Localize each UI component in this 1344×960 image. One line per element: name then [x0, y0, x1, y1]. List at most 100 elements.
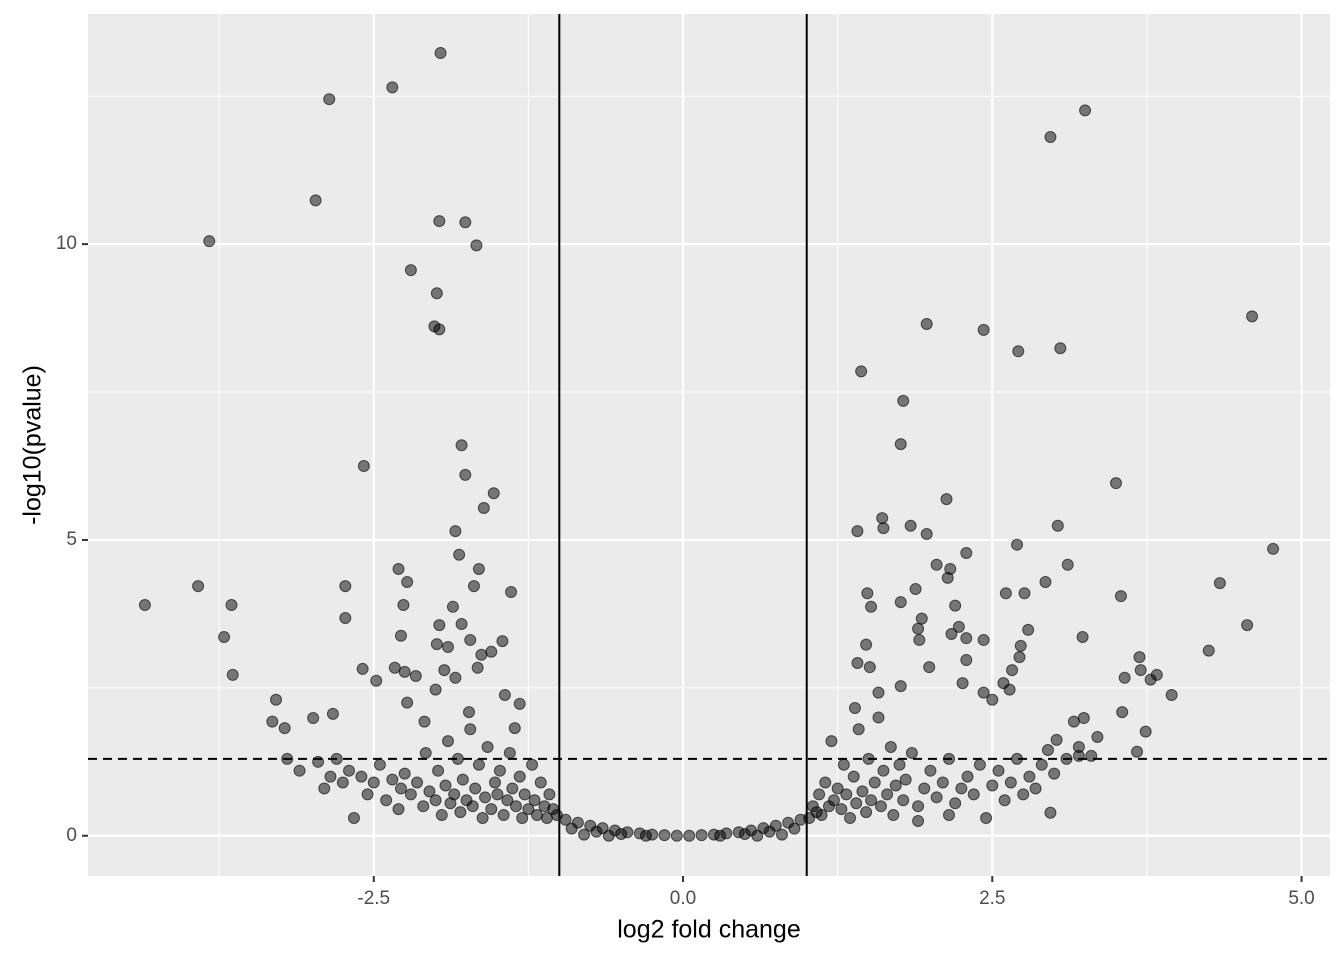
point: [138, 599, 151, 612]
point: [920, 528, 933, 541]
point: [952, 620, 965, 633]
point: [1006, 664, 1019, 677]
point: [1023, 770, 1036, 783]
point: [949, 797, 962, 810]
point: [386, 81, 399, 94]
point: [897, 394, 910, 407]
point: [1022, 623, 1035, 636]
point: [423, 785, 436, 798]
point: [1091, 730, 1104, 743]
point: [472, 562, 485, 575]
point: [1067, 715, 1080, 728]
point: [940, 493, 953, 506]
point: [347, 812, 360, 825]
point: [439, 779, 452, 792]
point: [865, 794, 878, 807]
point: [477, 502, 490, 515]
point: [639, 829, 652, 842]
point: [904, 519, 917, 532]
point: [434, 47, 447, 60]
point: [819, 776, 832, 789]
point: [1109, 477, 1122, 490]
point: [433, 619, 446, 632]
point: [411, 776, 424, 789]
point: [1165, 688, 1178, 701]
point: [1061, 558, 1074, 571]
point: [881, 788, 894, 801]
point: [454, 806, 467, 819]
point: [998, 794, 1011, 807]
point: [404, 788, 417, 801]
point: [977, 633, 990, 646]
point: [1139, 725, 1152, 738]
point: [1035, 758, 1048, 771]
point: [534, 776, 547, 789]
point: [1131, 745, 1144, 758]
point: [1018, 587, 1031, 600]
point: [1051, 519, 1064, 532]
point: [225, 599, 238, 612]
point: [506, 782, 519, 795]
point: [889, 779, 902, 792]
point: [615, 827, 628, 840]
point: [485, 645, 498, 658]
point: [905, 746, 918, 759]
point: [1246, 310, 1259, 323]
point: [986, 779, 999, 792]
point: [326, 707, 339, 720]
point: [695, 829, 708, 842]
point: [493, 764, 506, 777]
point: [394, 629, 407, 642]
point: [441, 735, 454, 748]
point: [923, 661, 936, 674]
point: [1144, 673, 1157, 686]
point: [448, 788, 461, 801]
y-axis-title: -log10(pvalue): [19, 365, 47, 525]
point: [475, 648, 488, 661]
point: [218, 630, 231, 643]
point: [1079, 104, 1092, 117]
point: [960, 654, 973, 667]
point: [336, 776, 349, 789]
point: [226, 668, 239, 681]
point: [397, 599, 410, 612]
point: [433, 215, 446, 228]
point: [738, 827, 751, 840]
point: [894, 596, 907, 609]
point: [860, 638, 873, 651]
point: [872, 686, 885, 699]
point: [831, 782, 844, 795]
point: [992, 764, 1005, 777]
point: [455, 439, 468, 452]
point: [863, 661, 876, 674]
point: [874, 800, 887, 813]
point: [658, 829, 671, 842]
point: [967, 788, 980, 801]
point: [986, 693, 999, 706]
point: [370, 674, 383, 687]
point: [1012, 345, 1025, 358]
point: [449, 671, 462, 684]
point: [815, 809, 828, 822]
point: [1050, 733, 1063, 746]
point: [1054, 342, 1067, 355]
point: [1003, 683, 1016, 696]
point: [855, 365, 868, 378]
point: [1133, 651, 1146, 664]
point: [355, 770, 368, 783]
point: [491, 788, 504, 801]
point: [1041, 743, 1054, 756]
point: [467, 580, 480, 593]
point: [510, 800, 523, 813]
point: [930, 791, 943, 804]
point: [856, 785, 869, 798]
point: [343, 764, 356, 777]
point: [435, 809, 448, 822]
point: [861, 587, 874, 600]
point: [827, 794, 840, 807]
point: [430, 287, 443, 300]
point: [459, 216, 472, 229]
point: [1048, 767, 1061, 780]
point: [441, 641, 454, 654]
